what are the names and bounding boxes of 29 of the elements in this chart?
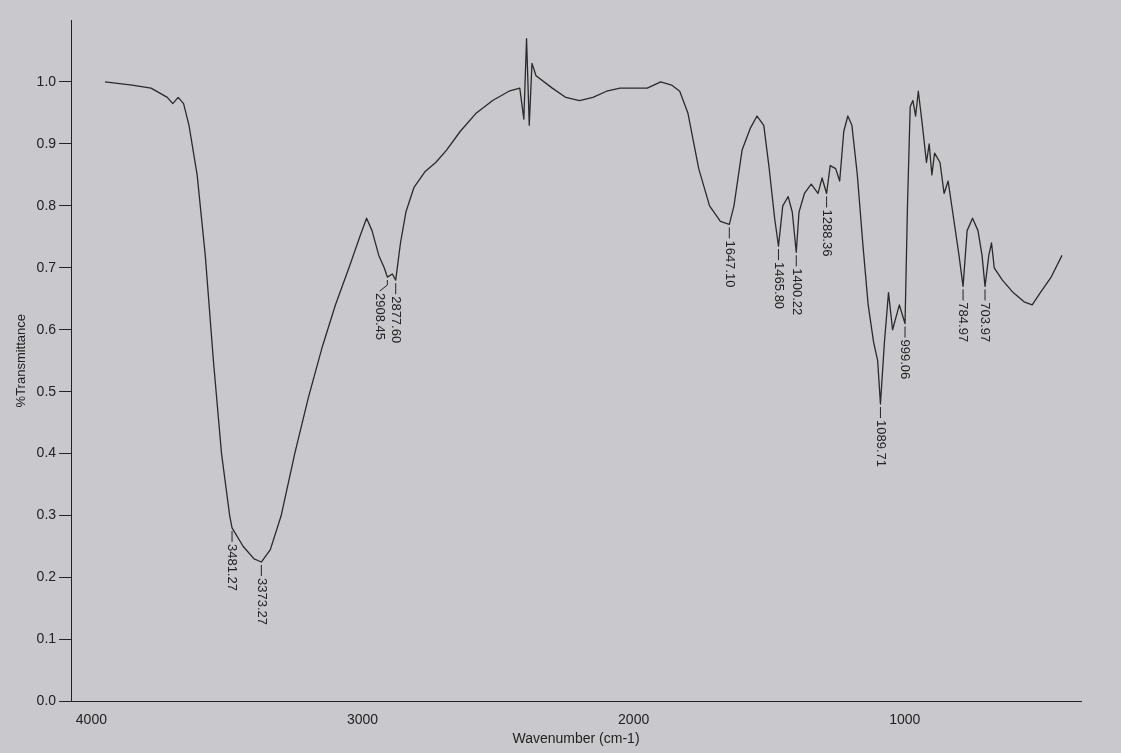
y-tick-label: 0.1 [36, 630, 57, 647]
annotation: 1465.80 [771, 262, 787, 310]
annotation: 2908.45 [373, 293, 389, 341]
y-tick-label: 0.5 [36, 382, 57, 399]
y-tick-label: 0.2 [36, 568, 57, 585]
x-tick-label: 2000 [618, 710, 650, 727]
y-tick-label: 0.8 [36, 196, 57, 213]
x-axis-title: Wavenumber (cm-1) [512, 730, 640, 747]
x-tick-label: 4000 [75, 710, 108, 727]
annotation: 1400.22 [789, 268, 805, 316]
annotation: 999.06 [898, 339, 914, 380]
annotation: 1089.71 [873, 420, 889, 468]
annotation: 1288.36 [820, 209, 836, 257]
y-axis-title: %Transmittance [13, 313, 29, 408]
annotation: 3373.27 [254, 578, 270, 626]
y-tick-label: 0.9 [36, 134, 57, 151]
annotation: 784.97 [956, 302, 972, 343]
x-tick-label: 3000 [346, 710, 379, 727]
annotation: 3481.27 [225, 543, 241, 591]
annotation: 703.97 [978, 302, 994, 343]
y-tick-label: 0.0 [36, 692, 57, 709]
annotation: 2877.60 [389, 296, 405, 344]
y-tick-label: 0.7 [36, 258, 57, 275]
y-tick-label: 0.6 [36, 320, 57, 337]
annotation: 1647.10 [722, 240, 738, 288]
x-tick-label: 1000 [889, 710, 921, 727]
y-tick-label: 0.3 [36, 506, 57, 523]
y-tick-label: 0.4 [36, 444, 57, 461]
y-tick-label: 1.0 [36, 72, 57, 89]
